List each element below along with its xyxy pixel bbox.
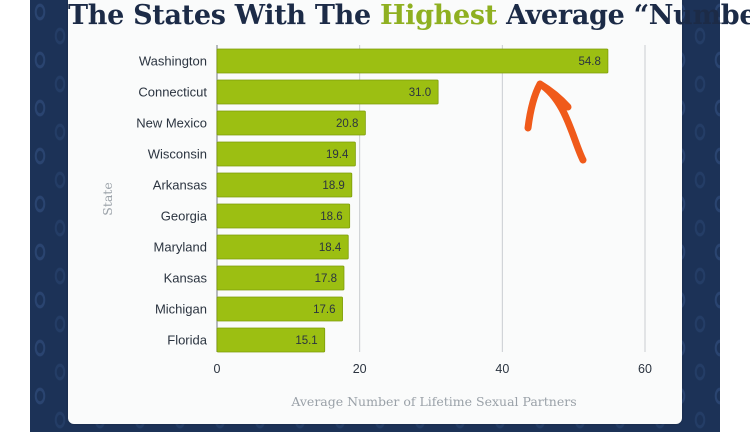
category-label: Wisconsin xyxy=(148,147,207,162)
bar-maryland xyxy=(216,234,349,260)
x-tick-label: 0 xyxy=(214,362,221,376)
value-label: 20.8 xyxy=(336,118,358,130)
bar-michigan xyxy=(216,296,343,322)
title-prefix: The States With The xyxy=(68,0,380,31)
bar-florida xyxy=(216,327,326,353)
value-label: 18.9 xyxy=(322,180,344,192)
bar-new-mexico xyxy=(216,110,366,136)
value-label: 54.8 xyxy=(579,56,601,68)
bars: Washington 54.8 Connecticut 31.0 New Mexico 2… xyxy=(136,48,609,353)
x-tick-label: 20 xyxy=(353,362,367,376)
value-label: 17.8 xyxy=(315,273,337,285)
category-label: New Mexico xyxy=(136,116,207,131)
x-axis-title: Average Number of Lifetime Sexual Partne… xyxy=(290,394,576,409)
category-label: Kansas xyxy=(164,271,208,286)
bar-wisconsin xyxy=(216,141,356,167)
x-ticks: 0 20 40 60 xyxy=(214,362,652,376)
category-label: Michigan xyxy=(155,302,207,317)
value-label: 18.4 xyxy=(319,242,342,254)
value-label: 17.6 xyxy=(313,304,335,316)
bar-kansas xyxy=(216,265,345,291)
category-label: Florida xyxy=(167,333,208,348)
category-label: Arkansas xyxy=(153,178,208,193)
value-label: 19.4 xyxy=(326,149,349,161)
y-axis-title: State xyxy=(100,182,115,215)
chart-title: The States With The Highest Average “Num… xyxy=(68,0,750,32)
bar-arkansas xyxy=(216,172,353,198)
bar-connecticut xyxy=(216,79,439,105)
bar-georgia xyxy=(216,203,351,229)
bar-washington xyxy=(216,48,609,74)
value-label: 31.0 xyxy=(409,87,431,99)
x-tick-label: 60 xyxy=(638,362,652,376)
annotation-arrow-icon xyxy=(524,80,587,164)
title-suffix: Average “Number” xyxy=(506,0,750,31)
x-tick-label: 40 xyxy=(495,362,509,376)
category-label: Georgia xyxy=(161,209,208,224)
value-label: 15.1 xyxy=(295,335,317,347)
category-label: Connecticut xyxy=(138,85,207,100)
category-label: Washington xyxy=(139,54,207,69)
value-label: 18.6 xyxy=(320,211,342,223)
category-label: Maryland xyxy=(154,240,207,255)
title-highlight: Highest xyxy=(379,0,497,31)
